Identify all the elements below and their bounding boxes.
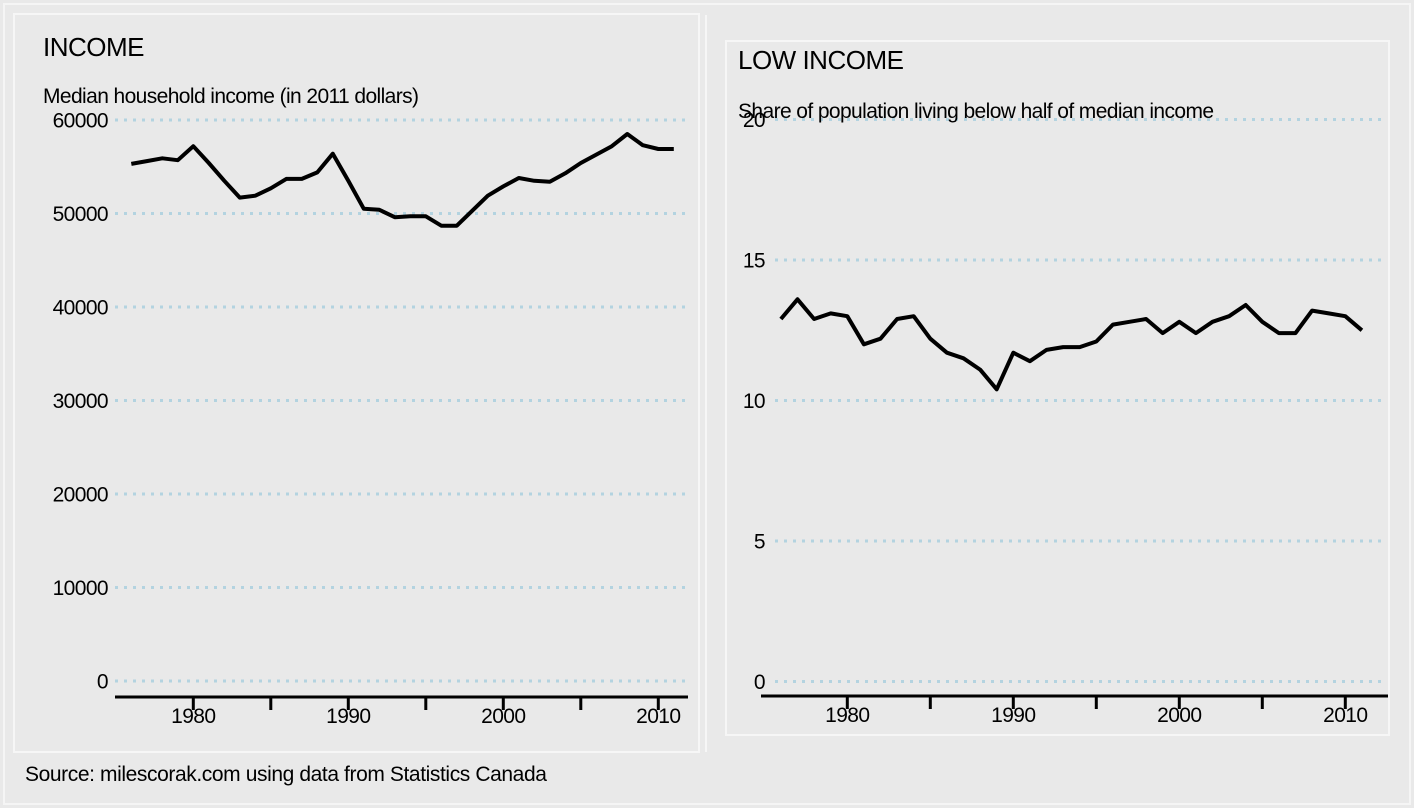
low-income-panel: LOW INCOME Share of population living be… bbox=[725, 40, 1390, 736]
low-income-chart: 0 5 10 15 20 1980 1990 2000 2010 bbox=[743, 109, 1388, 727]
panel-divider bbox=[705, 15, 707, 752]
low-income-title: LOW INCOME bbox=[738, 45, 904, 75]
x-tick-label: 1980 bbox=[825, 704, 869, 727]
source-note: Source: milescorak.com using data from S… bbox=[25, 763, 547, 786]
y-tick-label: 60000 bbox=[53, 110, 108, 133]
y-tick-label: 40000 bbox=[53, 297, 108, 320]
y-tick-label: 10000 bbox=[53, 577, 108, 600]
income-panel: INCOME Median household income (in 2011 … bbox=[13, 13, 700, 753]
x-tick-label: 1980 bbox=[171, 705, 215, 728]
y-tick-label: 15 bbox=[743, 250, 765, 273]
y-tick-label: 0 bbox=[754, 671, 765, 694]
y-tick-label: 5 bbox=[754, 531, 765, 554]
y-tick-label: 50000 bbox=[53, 203, 108, 226]
y-tick-label: 10 bbox=[743, 390, 765, 413]
x-tick-label: 2000 bbox=[481, 705, 525, 728]
y-tick-label: 30000 bbox=[53, 390, 108, 413]
y-tick-label: 0 bbox=[97, 671, 108, 694]
income-title: INCOME bbox=[43, 32, 145, 62]
low-income-subtitle: Share of population living below half of… bbox=[738, 100, 1214, 123]
x-tick-label: 2010 bbox=[636, 705, 680, 728]
income-subtitle: Median household income (in 2011 dollars… bbox=[43, 85, 419, 108]
data-line bbox=[130, 132, 674, 228]
x-tick-label: 2000 bbox=[1157, 704, 1201, 727]
data-line bbox=[779, 297, 1364, 392]
income-chart: 0 10000 20000 30000 40000 50000 60000 1980 1990 2… bbox=[53, 110, 688, 728]
x-tick-label: 2010 bbox=[1323, 704, 1367, 727]
y-tick-label: 20000 bbox=[53, 484, 108, 507]
x-tick-label: 1990 bbox=[991, 704, 1035, 727]
x-tick-label: 1990 bbox=[326, 705, 370, 728]
y-tick-label: 20 bbox=[743, 109, 765, 132]
